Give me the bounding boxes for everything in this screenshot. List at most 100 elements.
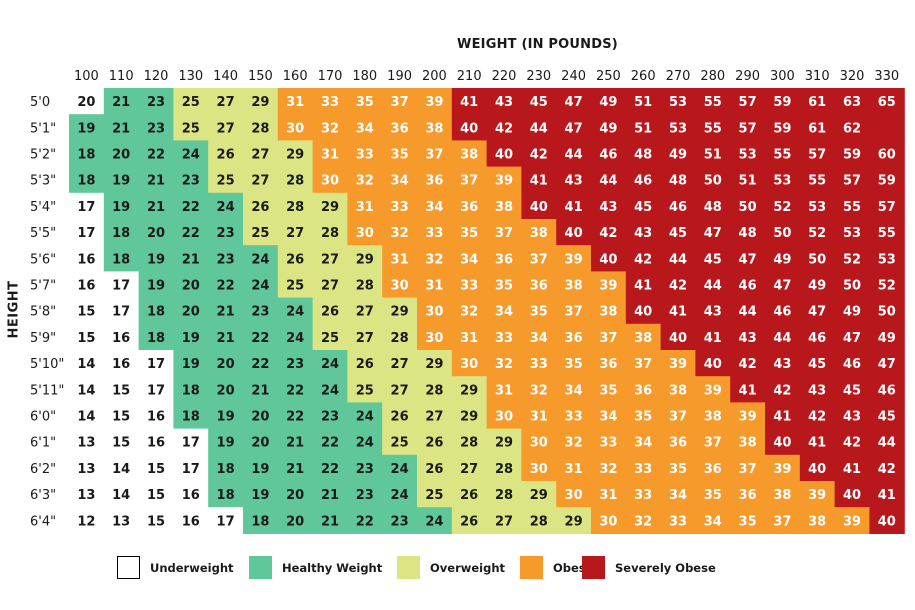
bmi-cell <box>730 350 766 377</box>
bmi-value: 30 <box>565 488 583 503</box>
bmi-cell <box>869 88 905 115</box>
bmi-value: 19 <box>182 331 200 346</box>
bmi-value: 53 <box>669 95 687 110</box>
bmi-cell <box>312 271 348 299</box>
column-header: 170 <box>318 69 343 84</box>
bmi-cell <box>417 297 453 325</box>
bmi-cell <box>382 88 418 115</box>
bmi-cell <box>765 507 801 534</box>
bmi-value: 35 <box>391 148 409 163</box>
bmi-value: 14 <box>112 488 130 503</box>
bmi-cell <box>451 323 488 351</box>
bmi-cell <box>69 428 105 456</box>
bmi-cell <box>382 481 418 508</box>
bmi-cell <box>765 481 801 508</box>
bmi-cell <box>834 428 870 456</box>
bmi-value: 27 <box>321 252 339 267</box>
bmi-value: 30 <box>530 436 548 451</box>
column-header: 330 <box>874 69 899 84</box>
bmi-cell <box>765 219 801 246</box>
bmi-value: 50 <box>878 305 896 320</box>
bmi-value: 27 <box>217 121 235 136</box>
bmi-cell <box>243 481 279 508</box>
bmi-cell <box>730 245 766 272</box>
bmi-value: 13 <box>112 514 130 529</box>
bmi-value: 28 <box>460 436 478 451</box>
bmi-cell <box>103 297 140 325</box>
bmi-cell <box>138 88 174 115</box>
bmi-cell <box>138 428 174 456</box>
bmi-cell <box>660 297 696 325</box>
bmi-value: 33 <box>599 436 617 451</box>
bmi-value: 18 <box>112 226 130 241</box>
bmi-cell <box>730 297 766 325</box>
column-header: 220 <box>492 69 517 84</box>
bmi-value: 44 <box>878 436 896 451</box>
bmi-cell <box>173 245 209 272</box>
bmi-value: 55 <box>704 95 722 110</box>
bmi-value: 23 <box>217 226 235 241</box>
bmi-value: 63 <box>843 95 861 110</box>
bmi-cell <box>69 507 105 534</box>
bmi-cell <box>208 219 244 246</box>
bmi-cell <box>625 428 662 456</box>
bmi-cell <box>417 140 453 168</box>
bmi-cell <box>660 140 696 168</box>
bmi-cell <box>277 428 314 456</box>
bmi-value: 27 <box>460 462 478 477</box>
bmi-cell <box>69 219 105 246</box>
bmi-value: 22 <box>147 148 165 163</box>
bmi-value: 42 <box>669 279 687 294</box>
bmi-cell <box>347 271 383 299</box>
bmi-cell <box>277 140 314 168</box>
bmi-value: 36 <box>739 488 757 503</box>
legend-label: Overweight <box>430 560 506 575</box>
bmi-cell <box>730 402 766 430</box>
column-header: 290 <box>735 69 760 84</box>
bmi-cell <box>799 481 836 508</box>
bmi-cell <box>312 245 348 272</box>
bmi-cell <box>312 166 348 194</box>
bmi-value: 59 <box>878 174 896 189</box>
row-header: 5'6" <box>30 252 56 267</box>
bmi-cell <box>765 88 801 115</box>
bmi-value: 15 <box>147 488 165 503</box>
bmi-cell <box>208 140 244 168</box>
bmi-value: 49 <box>599 121 617 136</box>
bmi-cell <box>591 140 627 168</box>
bmi-value: 34 <box>530 331 548 346</box>
bmi-cell <box>591 219 627 246</box>
bmi-cell <box>625 402 662 430</box>
bmi-cell <box>695 245 731 272</box>
legend-item: Severely Obese <box>582 556 716 579</box>
column-header: 260 <box>631 69 656 84</box>
bmi-cell <box>243 297 279 325</box>
bmi-value: 28 <box>391 331 409 346</box>
bmi-cell <box>730 166 766 194</box>
bmi-cell <box>417 428 453 456</box>
bmi-cell <box>173 88 209 115</box>
bmi-cell <box>69 192 105 220</box>
bmi-value: 50 <box>843 279 861 294</box>
row-header: 5'0 <box>30 95 50 110</box>
bmi-cell <box>591 297 627 325</box>
bmi-value: 19 <box>112 174 130 189</box>
bmi-value: 49 <box>599 95 617 110</box>
column-header: 140 <box>213 69 238 84</box>
bmi-cell <box>451 454 488 482</box>
bmi-cell <box>765 114 801 141</box>
bmi-value: 32 <box>634 514 652 529</box>
bmi-cell <box>243 402 279 430</box>
bmi-cell <box>660 192 696 220</box>
bmi-cell <box>451 428 488 456</box>
bmi-cell <box>138 271 174 299</box>
bmi-value: 38 <box>565 279 583 294</box>
bmi-cell <box>869 245 905 272</box>
bmi-value: 15 <box>112 410 130 425</box>
column-header: 130 <box>178 69 203 84</box>
bmi-value: 26 <box>391 410 409 425</box>
bmi-value: 27 <box>217 95 235 110</box>
bmi-value: 41 <box>565 200 583 215</box>
bmi-cell <box>103 192 140 220</box>
bmi-value: 53 <box>843 226 861 241</box>
